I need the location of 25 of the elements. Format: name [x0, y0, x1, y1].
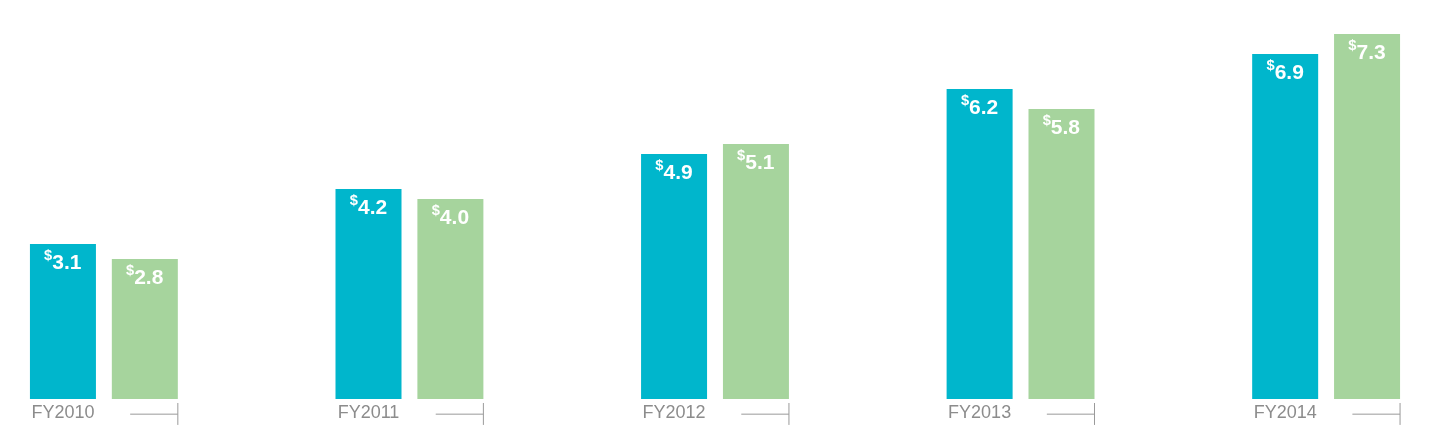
- data-label: $^{$}$5.8: [1042, 112, 1081, 138]
- bar: [641, 154, 708, 399]
- data-label: $^{$}$6.9: [1266, 57, 1304, 83]
- bar: [335, 189, 402, 399]
- bar: [1028, 109, 1095, 399]
- bar: [29, 244, 96, 399]
- data-label: $^{$}$4.2: [349, 192, 388, 218]
- x-tick-label: FY2014: [1253, 402, 1317, 422]
- bar: [1334, 34, 1401, 399]
- data-label: $^{$}$4.0: [431, 202, 470, 228]
- x-tick-label: FY2011: [337, 402, 400, 422]
- data-label: $^{$}$5.1: [737, 147, 775, 173]
- data-label: $^{$}$4.9: [655, 157, 693, 183]
- data-label: $^{$}$7.3: [1348, 37, 1386, 63]
- data-label: $^{$}$2.8: [125, 262, 164, 288]
- bar: [722, 144, 789, 399]
- data-label: $^{$}$3.1: [44, 247, 82, 273]
- x-tick-label: FY2013: [948, 402, 1012, 422]
- x-tick-label: FY2012: [642, 402, 706, 422]
- data-label: $^{$}$6.2: [960, 92, 999, 118]
- bar: [1252, 54, 1319, 399]
- bar: [111, 259, 178, 399]
- bar: [946, 89, 1013, 399]
- x-tick-label: FY2010: [31, 402, 95, 422]
- bar: [417, 199, 484, 399]
